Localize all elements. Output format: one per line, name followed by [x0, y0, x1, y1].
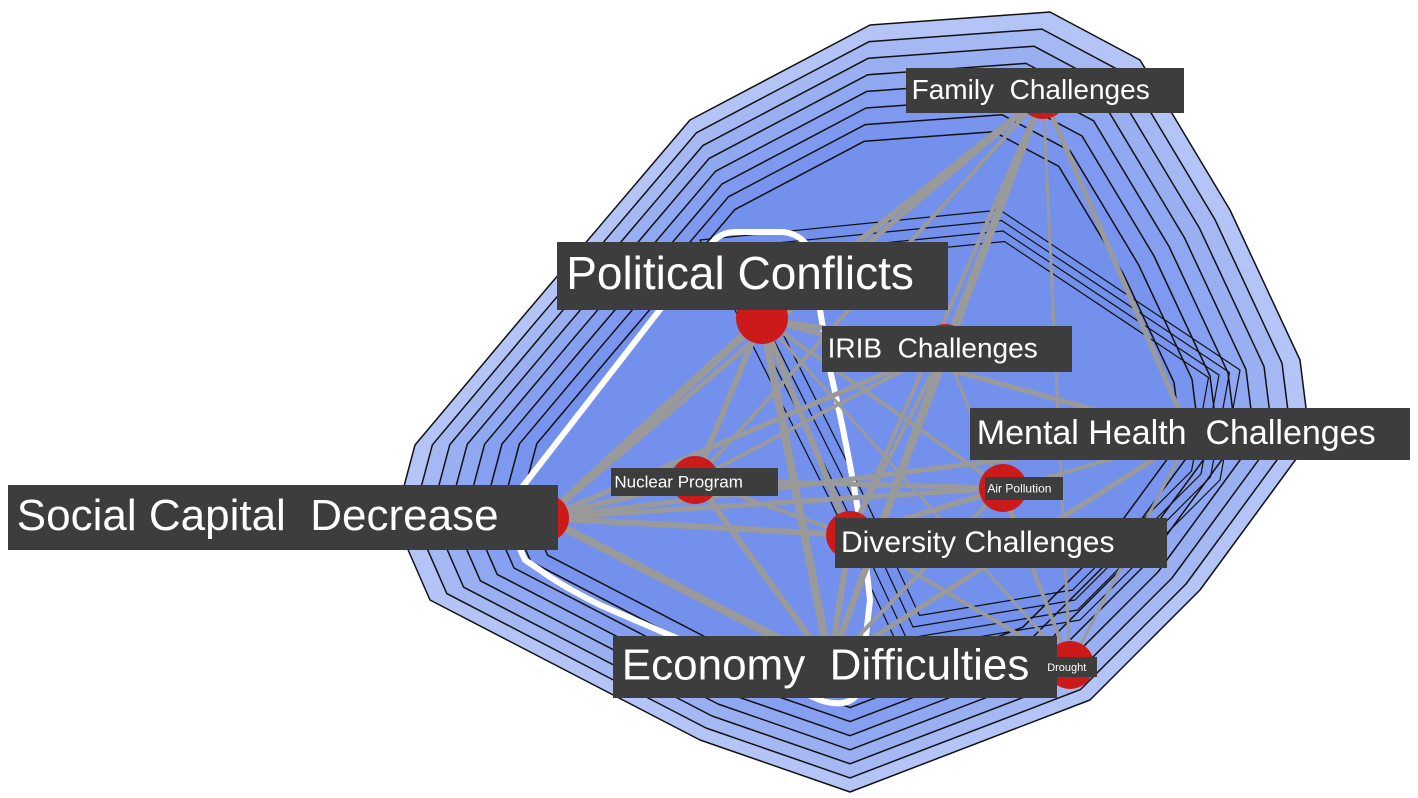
node-label: Political Conflicts — [557, 242, 948, 310]
label-box — [985, 477, 1063, 500]
edge — [692, 477, 833, 668]
edge — [542, 515, 853, 538]
edge — [760, 316, 1005, 490]
label-box — [557, 242, 948, 310]
label-text: Drought — [1047, 662, 1086, 674]
node-label: Air Pollution — [985, 477, 1063, 500]
edge — [827, 345, 948, 668]
edge — [692, 315, 765, 483]
node-label: Family Challenges — [906, 68, 1184, 113]
node-label: Nuclear Program — [611, 468, 778, 496]
edge — [848, 93, 1045, 537]
label-text: Nuclear Program — [614, 472, 743, 491]
edge — [848, 346, 947, 537]
label-box — [822, 326, 1072, 372]
label-box — [613, 636, 1057, 698]
label-box — [8, 485, 558, 550]
label-text: IRIB Challenges — [828, 332, 1038, 363]
node-label: Drought — [1045, 657, 1097, 677]
edge — [541, 314, 766, 522]
node-label: Diversity Challenges — [835, 518, 1167, 568]
label-text: Family Challenges — [912, 74, 1150, 105]
edge — [1040, 92, 1193, 439]
node-label: Mental Health Challenges — [970, 408, 1410, 460]
label-text: Social Capital Decrease — [17, 491, 499, 540]
edge — [542, 485, 1006, 521]
label-box — [906, 68, 1184, 113]
label-text: Mental Health Challenges — [977, 414, 1376, 452]
label-box — [835, 518, 1167, 568]
node-label: Social Capital Decrease — [8, 485, 558, 550]
label-box — [611, 468, 778, 496]
label-box — [970, 408, 1410, 460]
nodes: Family Challenges Political Conflicts IRIB… — [8, 68, 1410, 698]
label-text: Air Pollution — [987, 482, 1051, 496]
edge — [1041, 93, 1072, 667]
node-label: Economy Difficulties — [613, 636, 1057, 698]
label-text: Diversity Challenges — [841, 526, 1114, 559]
label-box — [1045, 657, 1097, 677]
node-label: IRIB Challenges — [822, 326, 1072, 372]
label-text: Economy Difficulties — [622, 641, 1030, 690]
label-text: Political Conflicts — [566, 247, 914, 299]
edge — [760, 316, 1072, 667]
edge — [758, 314, 834, 669]
